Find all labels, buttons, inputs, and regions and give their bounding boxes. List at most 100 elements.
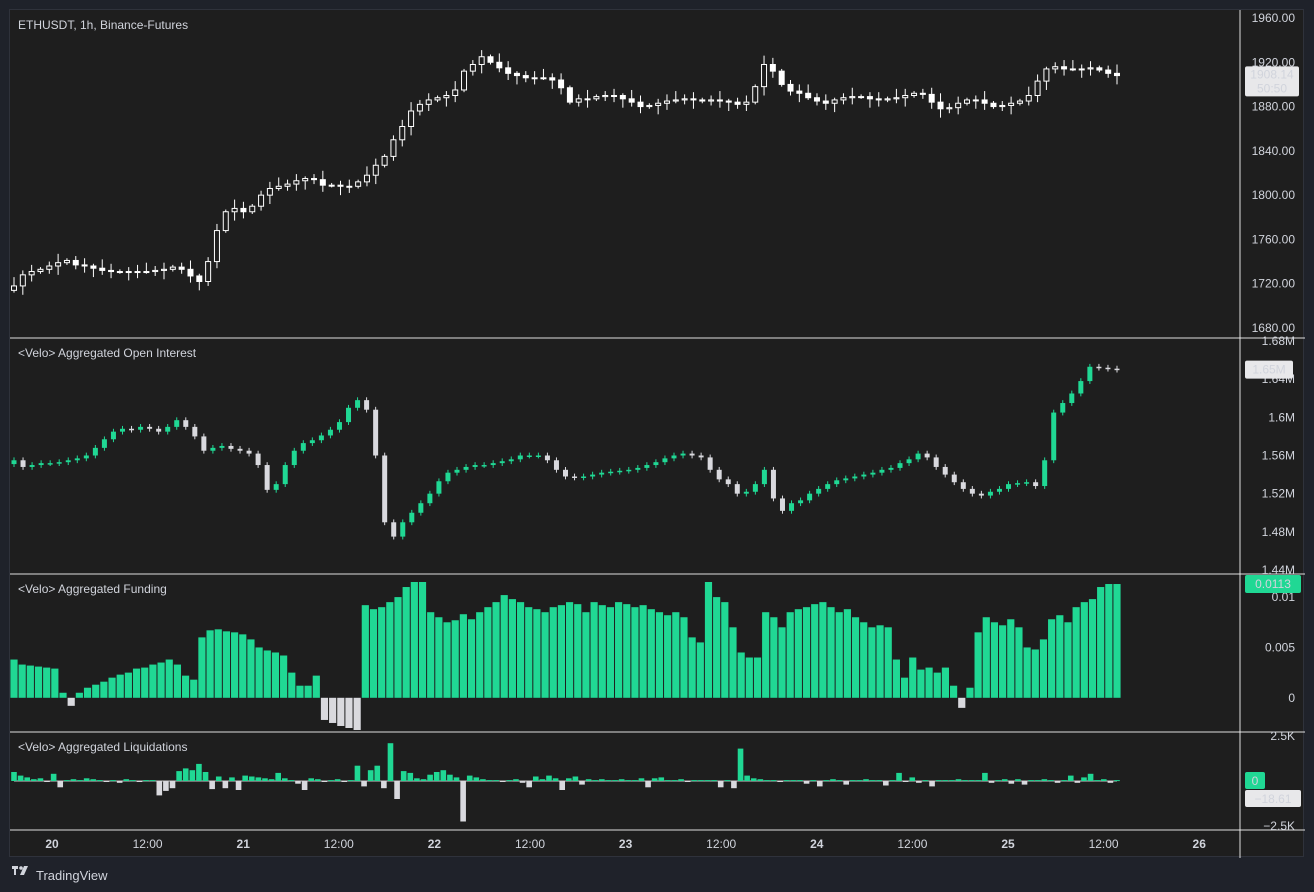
price-candle-body [831,99,838,104]
funding-bar [329,697,337,723]
oi-candle-body [291,450,297,466]
oi-candle-body [11,460,17,465]
price-candle-body [487,56,494,63]
oi-candle-body [779,498,785,511]
tradingview-logo-icon[interactable] [12,866,30,882]
oi-candle-body [689,453,695,456]
funding-bar [1088,599,1097,698]
liq-bar [123,779,130,781]
liq-bar [671,780,678,782]
liq-bar [295,781,301,784]
funding-bar [1056,615,1064,698]
liq-bar [1028,780,1034,782]
brand-text[interactable]: TradingView [36,867,108,883]
funding-bar [280,655,288,698]
funding-bar [876,625,884,698]
oi-candle-body [165,426,171,432]
price-candle-body [1043,68,1050,82]
price-candle-body [363,174,370,183]
funding-bar [124,672,132,698]
funding-bar [386,602,394,698]
chart-frame[interactable]: ETHUSDT, 1h, Binance-Futures 1960.00 1920.… [9,9,1305,858]
time-axis-label: 12:00 [133,837,163,851]
price-candle-body [240,207,247,213]
price-candle-body [875,98,882,101]
funding-bar [100,681,108,698]
oi-candle-body [472,465,478,467]
price-candle-body [90,265,97,269]
liq-bar [242,775,248,781]
chart-canvas[interactable]: ETHUSDT, 1h, Binance-Futures 1960.00 1920.… [10,10,1305,858]
price-candle-body [478,56,485,65]
price-candle-body [813,97,820,102]
liq-bar [850,780,856,782]
liq-bar [968,780,975,782]
price-candle-body [161,268,168,271]
funding-bar [476,612,484,698]
price-candle-body [955,102,962,109]
funding-bar [933,672,941,698]
liq-bar [995,780,1001,782]
price-candle-body [284,183,291,187]
price-candle-body [1052,66,1059,70]
price-candle-body [893,97,900,100]
oi-candle-body [743,491,749,494]
price-candle-body [1096,67,1103,71]
price-candle-body [575,98,582,103]
price-candle-body [822,100,829,104]
oi-candle-body [309,440,315,444]
liq-bar [717,781,724,788]
liq-bar [70,779,77,781]
funding-bar [950,685,958,698]
funding-bar [1064,622,1072,698]
price-candle-body [558,79,565,89]
price-candle-body [637,101,644,108]
liq-bar [1008,781,1015,784]
oi-candle-body [517,455,523,460]
liq-bar [136,781,143,782]
funding-bar [639,605,647,698]
oi-candle-body [400,522,406,537]
oi-candle-body [1069,393,1075,404]
price-candle-body [496,61,503,69]
price-candle-body [919,92,926,95]
oi-candle-body [662,458,668,463]
price-candle-body [461,70,468,91]
funding-bar [222,631,231,698]
oi-candle-body [1042,460,1048,487]
liq-bar [883,781,889,786]
funding-bar [165,659,173,698]
oi-candle-body [752,484,758,492]
price-candle-body [522,75,529,79]
oi-candle-body [1006,484,1012,489]
liq-axis-label: −2.5K [1263,819,1295,833]
time-axis-label: 23 [619,837,633,851]
funding-bar [966,687,974,698]
liq-bar [493,780,499,782]
price-candle-body [72,259,79,266]
price-pane-title: ETHUSDT, 1h, Binance-Futures [18,18,188,32]
price-candle-body [805,92,812,99]
oi-candle-body [373,409,379,456]
oi-candle-body [553,460,559,470]
funding-bar [549,607,557,698]
oi-candle-body [210,447,216,451]
liq-bar [625,780,632,782]
liq-bar [209,781,215,790]
liq-bar [1074,781,1081,783]
funding-bar [173,664,181,698]
price-candle-body [337,184,344,187]
price-candle-body [593,96,600,100]
liq-bar [499,781,506,782]
funding-bar [427,612,435,698]
funding-last-value: 0.0113 [1255,577,1291,591]
liq-bar [790,780,797,782]
funding-bar [149,664,157,698]
liq-bar [235,781,242,790]
liq-bar [334,779,341,781]
liq-bar [37,778,44,781]
liq-bar [255,777,262,781]
oi-candle-body [870,472,876,475]
oi-candle-body [987,491,993,496]
funding-bar [418,582,427,698]
